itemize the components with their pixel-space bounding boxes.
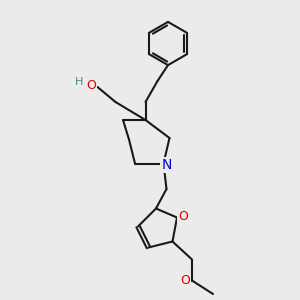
Text: O: O bbox=[86, 79, 96, 92]
Text: N: N bbox=[161, 158, 172, 172]
Text: H: H bbox=[75, 76, 83, 87]
Text: O: O bbox=[181, 274, 190, 287]
Text: O: O bbox=[178, 209, 188, 223]
